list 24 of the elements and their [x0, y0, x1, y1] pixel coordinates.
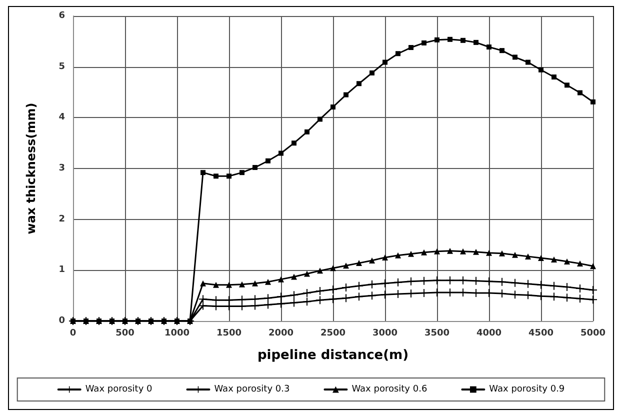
x-tick-label: 4500	[528, 328, 554, 338]
x-tick-label: 3000	[372, 328, 398, 338]
y-tick-label: 6	[58, 11, 65, 21]
y-tick-label: 2	[58, 214, 65, 224]
legend-label: Wax porosity 0.3	[214, 384, 290, 394]
x-tick-label: 3500	[424, 328, 450, 338]
legend-label: Wax porosity 0	[85, 384, 153, 394]
y-tick-label: 0	[58, 316, 65, 326]
y-axis-title: wax thickness(mm)	[24, 102, 38, 234]
legend-label: Wax porosity 0.9	[489, 384, 565, 394]
x-tick-label: 0	[70, 328, 76, 338]
x-tick-label: 1000	[164, 328, 190, 338]
x-tick-label: 5000	[580, 328, 606, 338]
x-tick-label: 500	[116, 328, 134, 338]
y-tick-label: 3	[58, 164, 65, 174]
x-tick-label: 4000	[476, 328, 502, 338]
x-tick-label: 2500	[320, 328, 346, 338]
x-tick-label: 2000	[268, 328, 294, 338]
x-axis-title: pipeline distance(m)	[257, 348, 409, 363]
x-tick-label: 1500	[216, 328, 242, 338]
y-tick-label: 4	[58, 112, 65, 123]
legend-label: Wax porosity 0.6	[352, 384, 428, 394]
y-tick-label: 5	[58, 62, 65, 72]
y-tick-label: 1	[58, 265, 65, 276]
